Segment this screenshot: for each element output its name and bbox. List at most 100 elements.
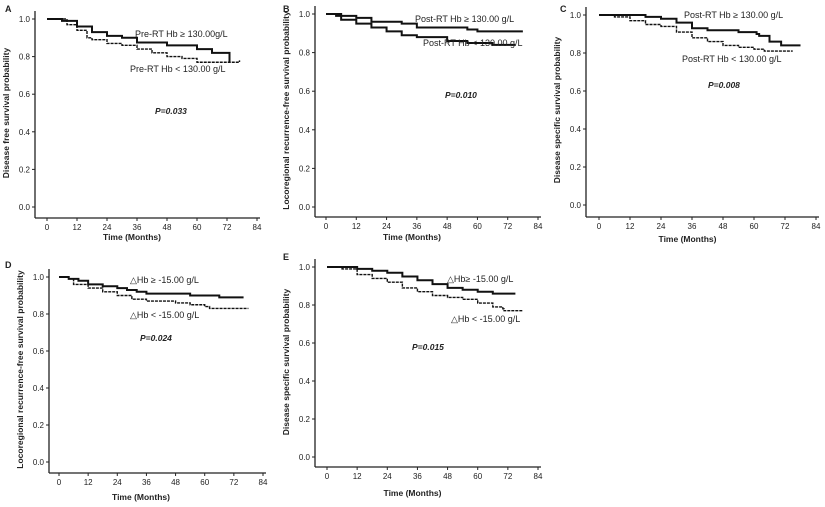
x-tick-label: 72	[223, 223, 232, 232]
x-axis-label: Time (Months)	[384, 488, 442, 498]
survival-curve-high	[47, 18, 231, 63]
survival-curve-low	[47, 18, 241, 63]
x-axis-label: Time (Months)	[112, 492, 170, 502]
survival-curve-low	[327, 266, 523, 312]
x-tick-label: 12	[352, 222, 361, 231]
survival-curve-high	[59, 276, 244, 299]
y-tick-label: 0.6	[299, 339, 311, 348]
panel-E: E 0.0 0.2 0.4 0.6 0.8 1.0 0 12 24 36 48 60 72 84 Time (…	[281, 252, 543, 498]
y-tick-label: 0.2	[33, 421, 45, 430]
x-tick-label: 24	[103, 223, 112, 232]
p-value: P=0.033	[155, 106, 187, 116]
x-tick-label: 0	[45, 223, 50, 232]
panel-D: D 0.0 0.2 0.4 0.6 0.8 1.0 0 12 24 36 48 60 72 84 Time (…	[5, 260, 268, 502]
x-tick-label: 24	[383, 472, 392, 481]
x-axis-label: Time (Months)	[659, 234, 717, 244]
x-tick-label: 48	[719, 222, 728, 231]
p-value: P=0.010	[445, 90, 477, 100]
survival-curve-low	[599, 14, 793, 52]
x-tick-label: 60	[193, 223, 202, 232]
x-tick-label: 12	[84, 478, 93, 487]
panel-letter: D	[5, 260, 12, 270]
x-tick-label: 0	[325, 472, 330, 481]
x-tick-label: 36	[412, 222, 421, 231]
y-axis-label: Disease free survival probability	[1, 48, 11, 179]
x-tick-label: 72	[503, 222, 512, 231]
y-tick-label: 0.6	[570, 87, 582, 96]
panel-C: C 0.0 0.2 0.4 0.6 0.8 1.0 0 12 24 36 48 60 72 84 Time (…	[552, 4, 821, 244]
x-axis-label: Time (Months)	[103, 232, 161, 242]
x-tick-label: 48	[171, 478, 180, 487]
x-tick-label: 36	[142, 478, 151, 487]
y-tick-label: 0.8	[33, 310, 45, 319]
x-tick-label: 0	[57, 478, 62, 487]
y-tick-label: 1.0	[19, 15, 31, 24]
x-tick-label: 12	[73, 223, 82, 232]
x-tick-label: 36	[413, 472, 422, 481]
series-label: Pre-RT Hb ≥ 130.00g/L	[135, 29, 228, 39]
x-tick-label: 60	[473, 222, 482, 231]
x-tick-label: 24	[657, 222, 666, 231]
survival-curve-low	[59, 276, 249, 310]
x-tick-label: 84	[812, 222, 821, 231]
y-tick-label: 1.0	[299, 10, 311, 19]
x-tick-label: 84	[259, 478, 268, 487]
y-tick-label: 0.4	[570, 125, 582, 134]
x-tick-label: 36	[688, 222, 697, 231]
p-value: P=0.024	[140, 333, 172, 343]
x-tick-label: 60	[200, 478, 209, 487]
p-value: P=0.015	[412, 342, 444, 352]
survival-curve-high	[599, 14, 801, 47]
x-tick-label: 48	[443, 222, 452, 231]
panel-letter: E	[283, 252, 289, 262]
y-tick-label: 0.2	[299, 415, 311, 424]
y-axis-label: Locoregional recurrence-free survival pr…	[281, 11, 291, 210]
y-tick-label: 0.0	[299, 203, 311, 212]
series-label: △Hb≥ -15.00 g/L	[447, 274, 513, 284]
x-tick-label: 72	[229, 478, 238, 487]
y-tick-label: 0.0	[299, 453, 311, 462]
x-tick-label: 48	[443, 472, 452, 481]
series-label: △Hb < -15.00 g/L	[451, 314, 520, 324]
y-tick-label: 0.0	[19, 203, 31, 212]
y-tick-label: 0.8	[19, 53, 31, 62]
panel-B: B 0.0 0.2 0.4 0.6 0.8 1.0 0 12 24 36 48 60 72 84 Time (…	[281, 4, 543, 242]
x-tick-label: 24	[382, 222, 391, 231]
y-tick-label: 0.8	[299, 301, 311, 310]
series-label: Pre-RT Hb < 130.00 g/L	[130, 64, 225, 74]
y-tick-label: 0.8	[299, 49, 311, 58]
y-tick-label: 0.4	[19, 128, 31, 137]
y-tick-label: 0.2	[299, 164, 311, 173]
x-tick-label: 84	[253, 223, 262, 232]
x-axis-label: Time (Months)	[383, 232, 441, 242]
y-tick-label: 0.6	[19, 90, 31, 99]
panel-letter: A	[5, 4, 12, 14]
series-label: Post-RT Hb ≥ 130.00 g/L	[415, 14, 514, 24]
series-label: Post-RT Hb < 130.00 g/L	[682, 54, 781, 64]
panel-letter: C	[560, 4, 567, 14]
x-tick-label: 12	[626, 222, 635, 231]
survival-curve-high	[326, 13, 523, 33]
y-tick-label: 0.4	[299, 377, 311, 386]
panel-A: A 0.0 0.2 0.4 0.6 0.8 1.0 0 12 24 36 48 60 72 84 Time (…	[1, 4, 262, 242]
y-tick-label: 1.0	[33, 273, 45, 282]
y-tick-label: 0.8	[570, 49, 582, 58]
series-label: Post-RT Hb ≥ 130.00 g/L	[684, 10, 783, 20]
x-tick-label: 0	[324, 222, 329, 231]
y-tick-label: 0.0	[33, 458, 45, 467]
survival-curve-low	[326, 13, 516, 46]
y-tick-label: 0.6	[299, 87, 311, 96]
panel-letter: B	[283, 4, 290, 14]
x-tick-label: 60	[473, 472, 482, 481]
x-tick-label: 72	[781, 222, 790, 231]
y-tick-label: 0.2	[570, 163, 582, 172]
y-tick-label: 0.4	[33, 384, 45, 393]
y-tick-label: 0.0	[570, 201, 582, 210]
y-tick-label: 0.2	[19, 165, 31, 174]
series-label: △Hb < -15.00 g/L	[130, 310, 199, 320]
y-axis-label: Locoregional recurrence-free survival pr…	[15, 270, 25, 469]
survival-curve-high	[327, 266, 516, 295]
p-value: P=0.008	[708, 80, 740, 90]
y-axis-label: Disease specific survival probability	[552, 37, 562, 184]
